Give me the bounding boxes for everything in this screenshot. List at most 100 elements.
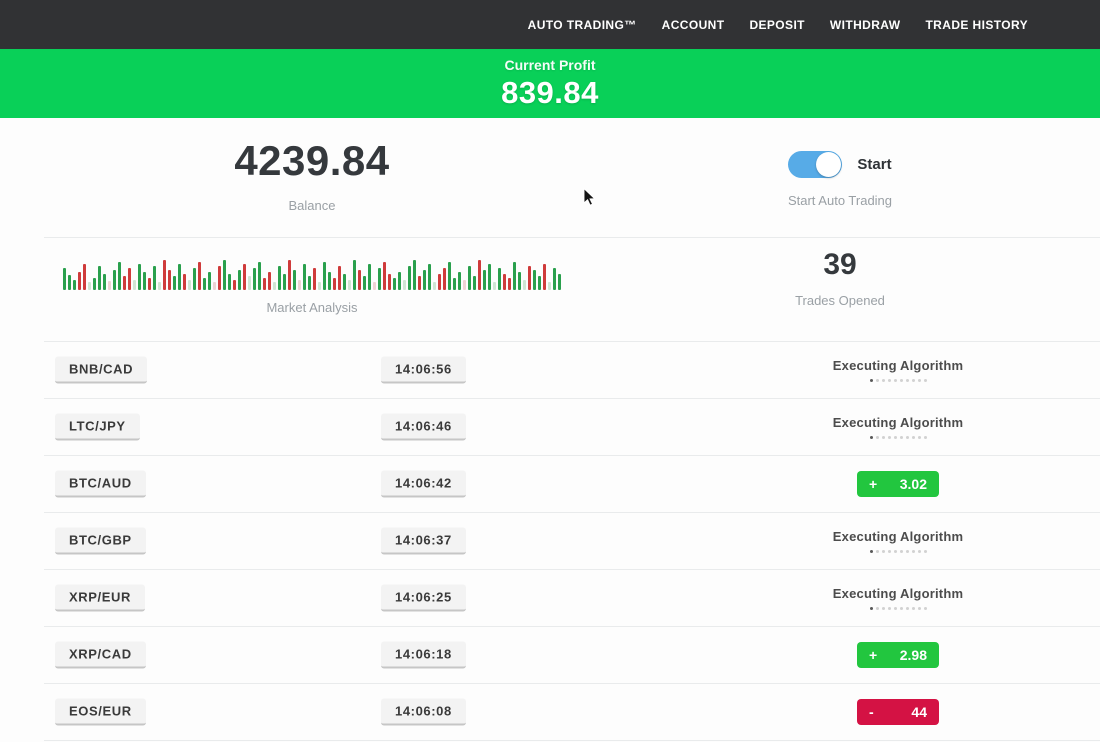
chart-bar [138,264,141,290]
chart-bar [373,282,376,290]
toggle-label: Start [857,156,892,173]
nav-item-account[interactable]: ACCOUNT [661,17,725,32]
nav-item-auto-trading[interactable]: AUTO TRADING™ [527,17,637,32]
chart-bar [128,268,131,290]
chart-bar [448,262,451,290]
progress-dot-icon [893,436,897,439]
result-sign: + [869,647,878,663]
chart-bar [378,268,381,290]
progress-dot-icon [917,379,921,382]
table-top-divider [44,341,1100,342]
toggle-row: Start [788,151,892,178]
chart-bar [193,268,196,290]
row-divider [44,740,1100,741]
chart-bar [243,264,246,290]
chart-bar [453,278,456,290]
progress-dot-icon [923,550,927,553]
pair-badge: BTC/GBP [55,527,146,555]
chart-bar [298,280,301,290]
chart-bar [223,260,226,290]
trade-status: +3.02 [788,456,1008,512]
progress-dot-icon [881,379,885,382]
chart-bar [368,264,371,290]
chart-bar [303,264,306,290]
section-divider [44,237,1100,238]
executing-algorithm-label: Executing Algorithm [832,415,964,430]
time-badge: 14:06:46 [381,413,466,441]
progress-dot-icon [899,550,903,553]
chart-bar [383,262,386,290]
chart-bar [458,272,461,290]
executing-algorithm-label: Executing Algorithm [832,358,964,373]
progress-dot-icon [875,379,879,382]
chart-bar [73,280,76,290]
trade-row: BNB/CAD 14:06:56 Executing Algorithm [0,342,1100,398]
chart-bar [348,280,351,290]
chart-bar [178,264,181,290]
profit-badge: +2.98 [857,642,939,668]
progress-dot-icon [881,550,885,553]
chart-bar [538,276,541,290]
chart-bar [93,278,96,290]
chart-bar [428,264,431,290]
chart-bar [548,282,551,290]
chart-bar [388,274,391,290]
row-divider [44,512,1100,513]
progress-dot-icon [869,607,873,610]
trade-row: BTC/GBP 14:06:37 Executing Algorithm [0,513,1100,569]
trade-row: XRP/CAD 14:06:18 +2.98 [0,627,1100,683]
trades-opened-block: 39 Trades Opened [580,238,1100,341]
chart-bar [123,276,126,290]
progress-dot-icon [905,607,909,610]
trades-opened-value: 39 [823,248,857,281]
row-divider [44,626,1100,627]
chart-bar [438,274,441,290]
chart-bar [363,276,366,290]
chart-bar [443,268,446,290]
balance-value: 4239.84 [234,137,390,184]
chart-bar [413,260,416,290]
chart-bar [248,276,251,290]
auto-trading-block: Start Start Auto Trading [580,118,1100,237]
trade-status: - 44 [788,684,1008,740]
chart-bar [143,272,146,290]
top-navigation: AUTO TRADING™ ACCOUNT DEPOSIT WITHDRAW TRADE… [0,0,1100,49]
progress-dot-icon [899,607,903,610]
chart-bar [163,260,166,290]
chart-bar [83,264,86,290]
row-divider [44,683,1100,684]
chart-bar [518,272,521,290]
chart-bar [393,278,396,290]
progress-dot-icon [887,379,891,382]
pair-badge: XRP/CAD [55,641,146,669]
chart-bar [523,280,526,290]
executing-algorithm-label: Executing Algorithm [832,529,964,544]
progress-dot-icon [905,379,909,382]
progress-dot-icon [881,436,885,439]
progress-dot-icon [911,379,915,382]
nav-item-withdraw[interactable]: WITHDRAW [829,17,901,32]
chart-bar [273,282,276,290]
current-profit-value: 839.84 [501,74,599,110]
chart-bar [228,274,231,290]
result-amount: 3.02 [899,476,927,492]
chart-bar [398,272,401,290]
nav-item-trade-history[interactable]: TRADE HISTORY [925,17,1028,32]
pair-badge: XRP/EUR [55,584,145,612]
chart-bar [473,276,476,290]
chart-bar [168,270,171,290]
chart-bar [203,278,206,290]
chart-bar [148,278,151,290]
row-divider [44,455,1100,456]
auto-trading-toggle[interactable] [788,151,843,178]
chart-bar [463,280,466,290]
chart-bar [158,282,161,290]
chart-bar [98,266,101,290]
chart-bar [153,266,156,290]
nav-item-deposit[interactable]: DEPOSIT [749,17,805,32]
chart-bar [208,272,211,290]
progress-dot-icon [887,436,891,439]
trade-row: XRP/EUR 14:06:25 Executing Algorithm [0,570,1100,626]
chart-bar [118,262,121,290]
chart-bar [423,270,426,290]
